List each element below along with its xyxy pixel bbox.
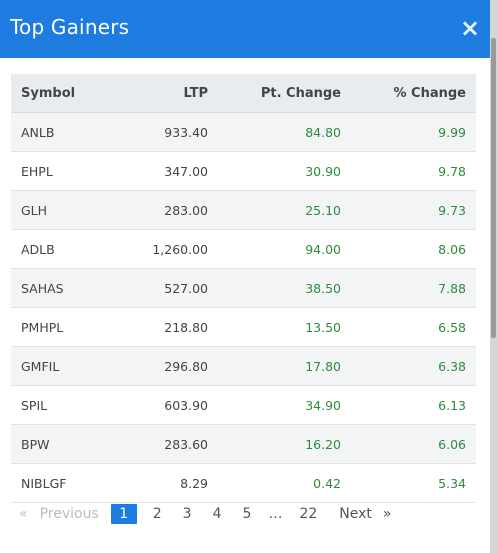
header-ltp[interactable]: LTP bbox=[106, 74, 218, 113]
cell-symbol[interactable]: ADLB bbox=[11, 229, 106, 269]
cell-pt-change: 17.80 bbox=[218, 346, 351, 386]
header-symbol[interactable]: Symbol bbox=[11, 74, 106, 113]
cell-ltp: 527.00 bbox=[106, 268, 218, 308]
gainers-table: Symbol LTP Pt. Change % Change ANLB 933.4… bbox=[11, 74, 476, 503]
header-pt-change[interactable]: Pt. Change bbox=[218, 74, 351, 113]
cell-pct-change: 5.34 bbox=[351, 463, 476, 503]
cell-pct-change: 9.78 bbox=[351, 151, 476, 191]
gainers-table-container: Symbol LTP Pt. Change % Change ANLB 933.4… bbox=[11, 74, 476, 503]
cell-pct-change: 6.58 bbox=[351, 307, 476, 347]
next-page-button[interactable]: Next bbox=[339, 506, 372, 522]
table-row[interactable]: ADLB 1,260.00 94.00 8.06 bbox=[11, 229, 476, 269]
table-row[interactable]: EHPL 347.00 30.90 9.78 bbox=[11, 151, 476, 191]
cell-ltp: 933.40 bbox=[106, 112, 218, 152]
cell-ltp: 1,260.00 bbox=[106, 229, 218, 269]
cell-pt-change: 84.80 bbox=[218, 112, 351, 152]
page-button-5[interactable]: 5 bbox=[242, 506, 252, 522]
table-row[interactable]: GMFIL 296.80 17.80 6.38 bbox=[11, 346, 476, 386]
cell-ltp: 296.80 bbox=[106, 346, 218, 386]
cell-pct-change: 8.06 bbox=[351, 229, 476, 269]
table-row[interactable]: NIBLGF 8.29 0.42 5.34 bbox=[11, 463, 476, 503]
header-pct-change[interactable]: % Change bbox=[351, 74, 476, 113]
page-button-22[interactable]: 22 bbox=[299, 506, 318, 522]
cell-ltp: 8.29 bbox=[106, 463, 218, 503]
cell-symbol[interactable]: ANLB bbox=[11, 112, 106, 152]
pagination-ellipsis: … bbox=[268, 506, 283, 522]
cell-ltp: 283.00 bbox=[106, 190, 218, 230]
cell-pt-change: 38.50 bbox=[218, 268, 351, 308]
scrollbar-thumb[interactable] bbox=[491, 38, 496, 338]
cell-ltp: 347.00 bbox=[106, 151, 218, 191]
prev-arrow-icon: « bbox=[19, 506, 28, 522]
cell-symbol[interactable]: GLH bbox=[11, 190, 106, 230]
cell-symbol[interactable]: NIBLGF bbox=[11, 463, 106, 503]
table-row[interactable]: SPIL 603.90 34.90 6.13 bbox=[11, 385, 476, 425]
cell-pt-change: 25.10 bbox=[218, 190, 351, 230]
cell-symbol[interactable]: SPIL bbox=[11, 385, 106, 425]
table-row[interactable]: PMHPL 218.80 13.50 6.58 bbox=[11, 307, 476, 347]
prev-page-button[interactable]: Previous bbox=[39, 506, 99, 522]
cell-pt-change: 30.90 bbox=[218, 151, 351, 191]
cell-symbol[interactable]: BPW bbox=[11, 424, 106, 464]
cell-pt-change: 34.90 bbox=[218, 385, 351, 425]
cell-ltp: 283.60 bbox=[106, 424, 218, 464]
cell-pct-change: 9.99 bbox=[351, 112, 476, 152]
page-button-2[interactable]: 2 bbox=[152, 506, 162, 522]
page-button-4[interactable]: 4 bbox=[212, 506, 222, 522]
cell-ltp: 603.90 bbox=[106, 385, 218, 425]
table-header-row: Symbol LTP Pt. Change % Change bbox=[11, 74, 476, 113]
cell-pct-change: 6.13 bbox=[351, 385, 476, 425]
cell-symbol[interactable]: SAHAS bbox=[11, 268, 106, 308]
table-row[interactable]: GLH 283.00 25.10 9.73 bbox=[11, 190, 476, 230]
pagination: « Previous 1 2 3 4 5 … 22 Next » bbox=[11, 503, 391, 525]
cell-pct-change: 7.88 bbox=[351, 268, 476, 308]
close-icon[interactable]: × bbox=[459, 14, 481, 42]
cell-symbol[interactable]: PMHPL bbox=[11, 307, 106, 347]
cell-symbol[interactable]: EHPL bbox=[11, 151, 106, 191]
next-arrow-icon: » bbox=[382, 506, 392, 522]
dialog-header bbox=[0, 0, 490, 58]
cell-pt-change: 94.00 bbox=[218, 229, 351, 269]
page-button-1[interactable]: 1 bbox=[110, 504, 137, 524]
cell-pt-change: 13.50 bbox=[218, 307, 351, 347]
cell-pt-change: 16.20 bbox=[218, 424, 351, 464]
page-button-3[interactable]: 3 bbox=[182, 506, 192, 522]
cell-pct-change: 6.06 bbox=[351, 424, 476, 464]
cell-symbol[interactable]: GMFIL bbox=[11, 346, 106, 386]
dialog-title: Top Gainers bbox=[10, 15, 130, 39]
table-row[interactable]: SAHAS 527.00 38.50 7.88 bbox=[11, 268, 476, 308]
cell-pct-change: 6.38 bbox=[351, 346, 476, 386]
cell-ltp: 218.80 bbox=[106, 307, 218, 347]
cell-pt-change: 0.42 bbox=[218, 463, 351, 503]
table-row[interactable]: BPW 283.60 16.20 6.06 bbox=[11, 424, 476, 464]
cell-pct-change: 9.73 bbox=[351, 190, 476, 230]
table-row[interactable]: ANLB 933.40 84.80 9.99 bbox=[11, 112, 476, 152]
